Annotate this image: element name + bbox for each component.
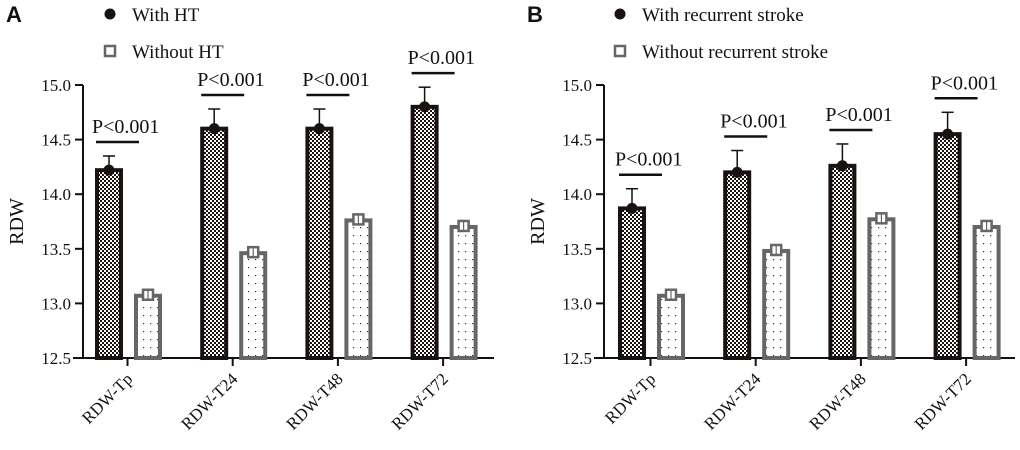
panel-b: B With recurrent stroke Without recurrent …	[527, 2, 1015, 434]
bar-series-1	[762, 248, 791, 360]
y-tick-label: 13.0	[41, 294, 71, 313]
x-tick-label: RDW-T24	[177, 369, 242, 434]
y-tick-label: 14.0	[41, 185, 71, 204]
mean-marker-circle	[731, 166, 743, 178]
significance-label: P<0.001	[92, 116, 159, 138]
x-tick-label: RDW-Tp	[601, 369, 659, 427]
significance-label: P<0.001	[720, 111, 787, 133]
y-tick-label: 12.5	[562, 349, 592, 368]
bar-series-1	[344, 218, 373, 360]
bar-series-1	[972, 224, 1001, 360]
legend-label: With recurrent stroke	[642, 5, 804, 26]
y-tick-label: 14.0	[562, 185, 592, 204]
legend-label: Without recurrent stroke	[642, 42, 828, 63]
bar-series-0	[200, 126, 229, 360]
x-tick-label: RDW-Tp	[78, 369, 136, 427]
legend-label: Without HT	[132, 42, 224, 63]
mean-marker-circle	[942, 128, 954, 140]
bar-series-0	[618, 206, 646, 360]
significance-label: P<0.001	[825, 104, 892, 126]
y-tick-label: 13.0	[562, 294, 592, 313]
y-tick-label: 15.0	[562, 76, 592, 95]
legend-label: With HT	[132, 5, 200, 26]
x-tick-label: RDW-T48	[806, 369, 870, 433]
significance-label: P<0.001	[408, 47, 475, 69]
bar-series-1	[134, 293, 162, 361]
legend-marker-square	[613, 44, 627, 58]
bar-series-0	[828, 163, 857, 360]
panel-letter: B	[527, 2, 543, 27]
legend-marker-square	[103, 44, 117, 58]
mean-marker-circle	[836, 160, 848, 172]
bar-series-1	[239, 251, 268, 360]
mean-marker-circle	[103, 164, 115, 176]
x-tick-label: RDW-T72	[388, 369, 452, 433]
y-tick-label: 12.5	[41, 349, 71, 368]
mean-marker-circle	[419, 101, 431, 113]
mean-marker-circle	[208, 123, 220, 135]
y-axis-title: RDW	[6, 198, 28, 245]
y-tick-label: 14.5	[41, 131, 71, 150]
bar-series-1	[657, 293, 685, 361]
significance-label: P<0.001	[615, 149, 682, 171]
y-axis-title: RDW	[527, 198, 549, 245]
significance-label: P<0.001	[931, 72, 998, 94]
y-tick-label: 13.5	[41, 240, 71, 259]
y-tick-label: 13.5	[562, 240, 592, 259]
bar-series-1	[449, 224, 478, 360]
y-tick-label: 15.0	[41, 76, 71, 95]
significance-label: P<0.001	[302, 69, 369, 91]
bar-series-1	[867, 217, 896, 360]
bar-series-0	[95, 168, 123, 360]
bar-series-0	[305, 126, 334, 360]
legend-marker-circle	[104, 8, 116, 20]
panel-a: A With HT Without HT 12.5 13.0 13.5 14.0 14.5 15…	[6, 2, 494, 434]
y-tick-label: 14.5	[562, 131, 592, 150]
x-tick-label: RDW-T24	[700, 369, 765, 434]
x-tick-label: RDW-T48	[283, 369, 347, 433]
mean-marker-circle	[626, 202, 638, 214]
bar-series-0	[410, 104, 439, 360]
bar-series-0	[723, 170, 752, 360]
mean-marker-circle	[313, 123, 325, 135]
x-tick-label: RDW-T72	[911, 369, 975, 433]
panel-letter: A	[6, 2, 22, 27]
legend-marker-circle	[614, 8, 626, 20]
significance-label: P<0.001	[197, 69, 264, 91]
bar-series-0	[933, 132, 962, 360]
